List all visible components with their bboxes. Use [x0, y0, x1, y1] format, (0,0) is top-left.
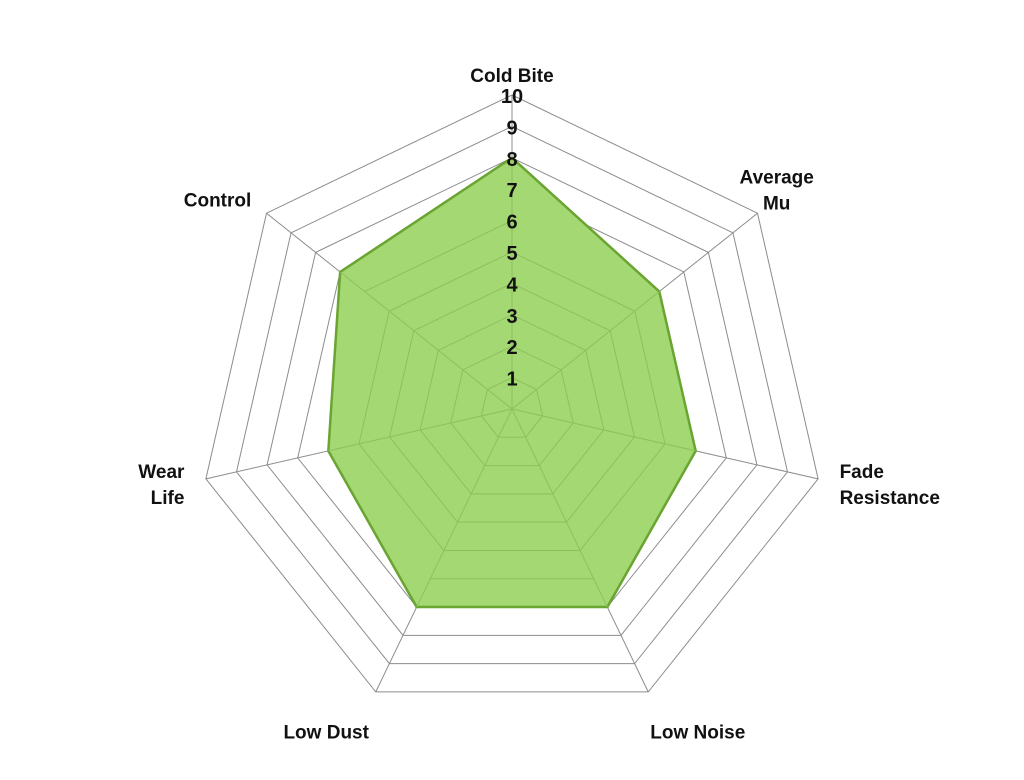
axis-label-line: Low Noise — [650, 723, 745, 744]
tick-label: 7 — [506, 180, 517, 202]
inner-grid-segment — [609, 330, 635, 438]
inner-grid-segment — [511, 314, 586, 351]
inner-grid-segment — [389, 251, 513, 312]
inner-grid-segment — [438, 314, 513, 351]
inner-grid-segment — [511, 345, 562, 371]
axis-label-line: Control — [184, 191, 252, 212]
inner-grid-segment — [585, 350, 605, 431]
axis-label-line: Life — [151, 488, 185, 509]
axis-label-line: Average — [740, 168, 814, 189]
axis-label: Wear Life — [138, 462, 185, 509]
axis-label: Cold Bite — [470, 66, 553, 87]
inner-grid-segment — [480, 389, 488, 417]
grid-ring-8 — [266, 157, 758, 636]
inner-spoke — [511, 408, 608, 608]
axis-label-line: Wear — [138, 462, 185, 483]
axis-label-line: Low Dust — [283, 723, 369, 744]
tick-label: 2 — [506, 337, 517, 359]
inner-spoke — [328, 408, 513, 452]
tick-label: 5 — [506, 243, 517, 265]
inner-grid-segment — [358, 443, 445, 551]
tick-label: 9 — [506, 117, 517, 139]
inner-grid-segment — [364, 220, 513, 292]
grid-ring-9 — [235, 125, 789, 665]
tick-labels: 1 2 3 4 5 6 7 8 9 10 — [501, 86, 523, 391]
axis-label: Fade Resistance — [840, 462, 940, 509]
inner-grid-segment — [462, 345, 513, 371]
inner-grid-segment — [419, 429, 472, 495]
axis-labels: Cold Bite Average Mu Fade Resistance Low Nois… — [138, 66, 940, 744]
inner-grid-segment — [566, 436, 635, 523]
inner-grid-segment — [560, 369, 574, 424]
inner-grid-segment — [525, 415, 544, 438]
inner-grid-segment — [358, 311, 390, 445]
inner-grid-segment — [413, 282, 513, 332]
axis-label-line: Cold Bite — [470, 66, 553, 87]
tick-label: 6 — [506, 212, 517, 234]
inner-grid-segment — [419, 350, 439, 431]
inner-grid-segment — [511, 377, 537, 390]
grid-ring-10 — [205, 94, 819, 693]
axis-label: Average Mu — [740, 168, 814, 215]
inner-grid-segment — [634, 311, 666, 445]
inner-grid-segment — [538, 422, 574, 466]
inner-grid-segment — [389, 330, 415, 438]
inner-grid-segment — [511, 251, 635, 312]
tick-label: 3 — [506, 306, 517, 328]
inner-spoke — [511, 291, 660, 410]
axis-label: Control — [184, 191, 252, 212]
tick-label: 4 — [506, 274, 518, 296]
inner-grid-segment — [511, 282, 611, 332]
inner-grid-segment — [389, 436, 458, 523]
axis-label: Low Noise — [650, 723, 745, 744]
tick-label: 10 — [501, 86, 523, 108]
inner-grid-segment — [536, 389, 544, 417]
inner-grid-segment — [450, 369, 464, 424]
axis-label-line: Fade — [840, 462, 884, 483]
inner-grid-segment — [579, 443, 666, 551]
inner-spoke — [511, 408, 696, 452]
inner-spoke — [416, 408, 513, 608]
inner-grid-segment — [450, 422, 486, 466]
tick-label: 1 — [506, 369, 517, 391]
inner-spoke — [339, 271, 513, 410]
inner-grid-segment — [552, 429, 605, 495]
inner-grid — [328, 157, 696, 608]
axis-label-line: Resistance — [840, 488, 940, 509]
axis-label: Low Dust — [283, 723, 369, 744]
inner-grid-segment — [487, 377, 513, 390]
inner-grid-segment — [480, 415, 499, 438]
tick-label: 8 — [506, 149, 517, 171]
axis-label-line: Mu — [763, 194, 790, 215]
